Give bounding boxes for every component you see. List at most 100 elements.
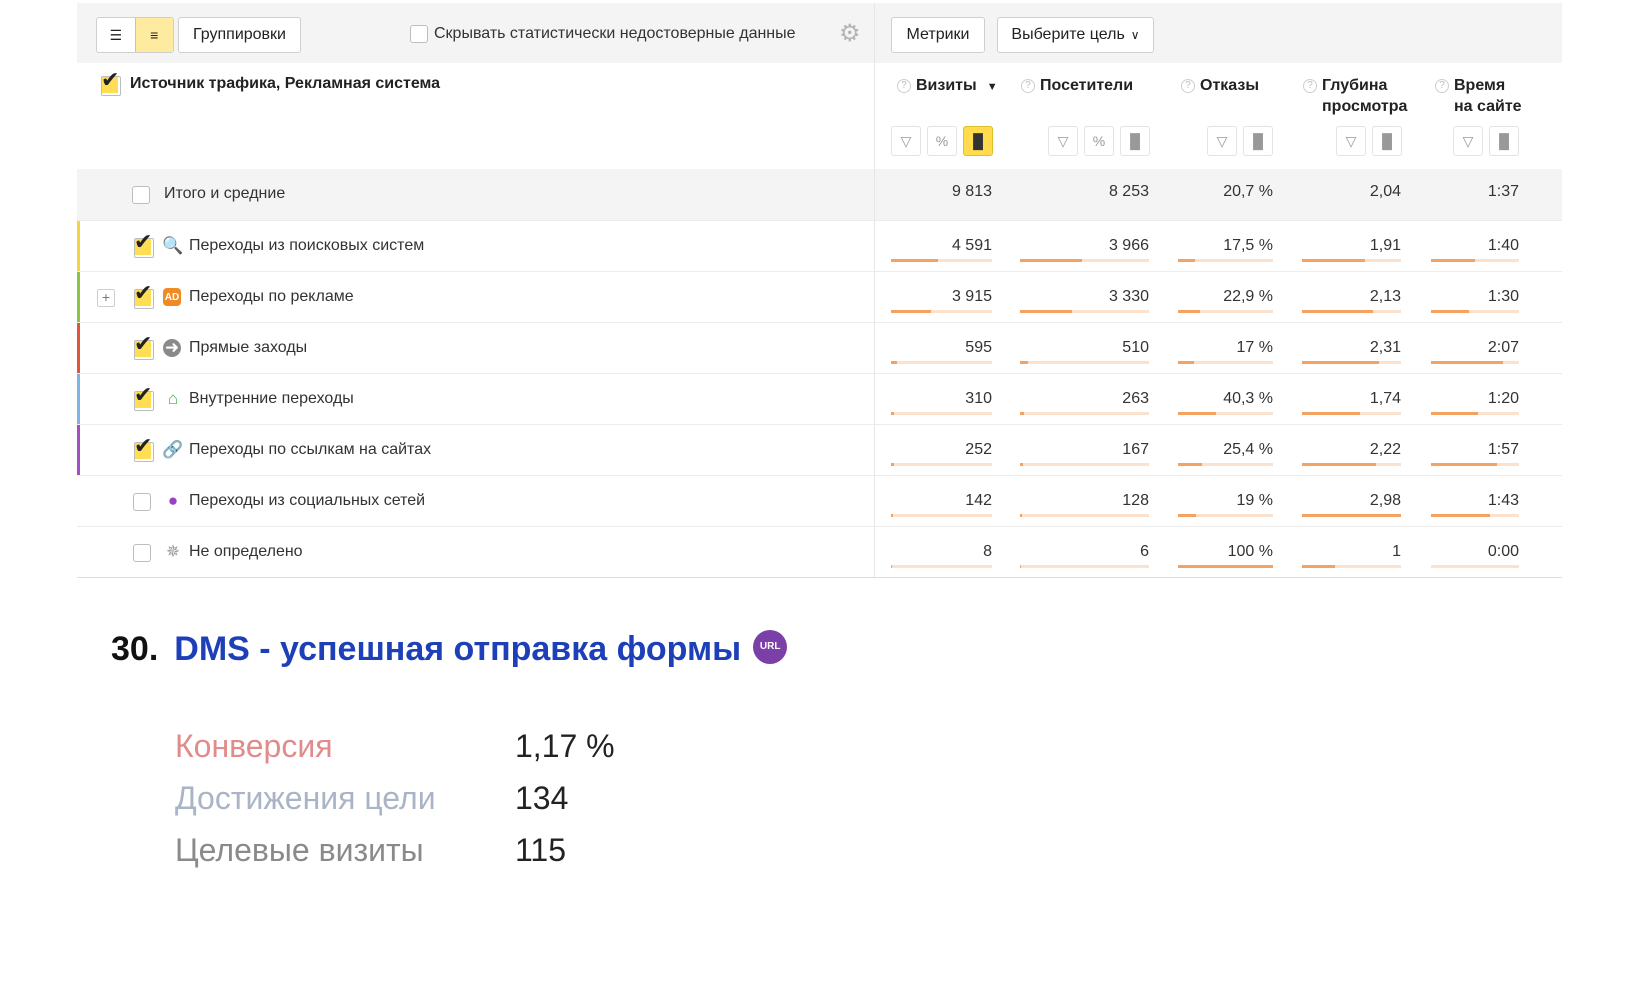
metric-value: 2,22 [1369,441,1401,458]
search-icon: 🔍 [162,236,184,255]
metric-header-label: Глубина просмотра [1322,77,1408,115]
groupings-button[interactable]: Группировки [178,17,301,53]
metric-cell: 1:20 [1431,374,1519,424]
metric-value: 1,91 [1369,237,1401,254]
row-metrics: 142 128 19 % 2,98 1:43 [874,476,1562,526]
total-checkbox[interactable] [132,186,150,204]
value-bar-fill [891,514,893,517]
goal-metric-value: 115 [515,832,567,868]
gear-icon[interactable]: ⚙ [839,20,861,47]
dimension-checkbox[interactable] [99,68,123,96]
list-view-icon[interactable]: ☰ [109,26,123,43]
metric-cell: 1:43 [1431,476,1519,526]
row-label[interactable]: Переходы по рекламе [189,288,354,305]
url-badge-icon: URL [753,629,788,664]
table-row[interactable]: ⌂ Внутренние переходы 310 263 40,3 % 1,74 1:20 [77,373,1562,424]
bar-chart-icon[interactable]: ▐▌ [1372,126,1402,156]
value-bar-fill [1431,514,1490,517]
dimension-title[interactable]: Источник трафика, Рекламная система [99,68,440,96]
goal-metric-label: Целевые визиты [175,832,424,868]
row-label[interactable]: Внутренние переходы [189,390,354,407]
value-bar [1178,361,1273,364]
table-row[interactable]: ● Переходы из социальных сетей 142 128 19 % 2… [77,475,1562,526]
value-bar-fill [891,259,939,262]
bar-chart-icon[interactable]: ▐▌ [1243,126,1273,156]
view-switch: ☰ ≡ [96,17,174,53]
goal-select[interactable]: Выберите цель ∨ [997,17,1154,53]
row-checkbox[interactable] [132,230,156,258]
series-color-stripe [77,272,80,322]
row-checkbox[interactable] [133,493,151,511]
filter-icon[interactable]: ▽ [1048,126,1078,156]
total-row-metrics: 9 813 8 253 20,7 % 2,04 1:37 [874,169,1562,220]
row-checkbox[interactable] [132,281,156,309]
filter-icon[interactable]: ▽ [1336,126,1366,156]
row-label[interactable]: Переходы из социальных сетей [189,492,426,509]
value-bar-fill [1302,463,1376,466]
metric-header-1[interactable]: ? Посетители [1021,75,1133,96]
metric-cell: 9 813 [891,169,992,220]
series-color-stripe [77,323,80,373]
row-checkbox[interactable] [132,383,156,411]
metric-cell: 4 591 [891,221,992,271]
metric-value: 40,3 % [1223,390,1273,407]
filter-icon[interactable]: ▽ [1207,126,1237,156]
metric-cell: 595 [891,323,992,373]
value-bar [1178,259,1273,262]
metric-tools-4: ▽ ▐▌ [1453,126,1519,156]
metric-header-4[interactable]: ? Время на сайте [1435,75,1522,117]
hide-unreliable-checkbox[interactable] [410,25,428,43]
row-label[interactable]: Переходы по ссылкам на сайтах [189,441,432,458]
metric-header-0[interactable]: ? Визиты ▼ [897,75,998,98]
bar-chart-icon[interactable]: ▐▌ [1489,126,1519,156]
help-icon[interactable]: ? [1021,79,1035,93]
percent-icon[interactable]: % [927,126,957,156]
row-checkbox[interactable] [132,332,156,360]
table-row[interactable]: ➜ Прямые заходы 595 510 17 % 2,31 2:07 [77,322,1562,373]
metric-value: 1:57 [1487,441,1519,458]
row-label[interactable]: Прямые заходы [189,339,308,356]
total-label: Итого и средние [164,185,286,202]
total-row: Итого и средние 9 813 8 253 20,7 % 2,04 1:37 [77,169,1562,220]
value-bar-fill [1178,565,1273,568]
filter-icon[interactable]: ▽ [1453,126,1483,156]
help-icon[interactable]: ? [1303,79,1317,93]
metric-cell: 2,22 [1302,425,1401,475]
value-bar-fill [1302,565,1336,568]
goal-name[interactable]: DMS - успешная отправка формы [174,630,742,668]
row-label[interactable]: Не определено [189,543,303,560]
tree-view-icon[interactable]: ≡ [134,18,173,52]
metric-value: 263 [1122,390,1149,407]
percent-icon[interactable]: % [1084,126,1114,156]
goal-metric-label: Достижения цели [175,780,436,816]
metric-value: 0:00 [1487,543,1519,560]
hide-unreliable-toggle[interactable]: Скрывать статистически недостоверные дан… [410,25,796,43]
metric-header-2[interactable]: ? Отказы [1181,75,1259,96]
help-icon[interactable]: ? [897,79,911,93]
row-checkbox[interactable] [133,544,151,562]
bar-chart-icon[interactable]: ▐▌ [1120,126,1150,156]
help-icon[interactable]: ? [1181,79,1195,93]
bar-chart-icon[interactable]: ▐▌ [963,126,993,156]
metric-tools-1: ▽% ▐▌ [1048,126,1150,156]
table-row[interactable]: 🔍 Переходы из поисковых систем 4 591 3 966 1… [77,220,1562,271]
row-checkbox[interactable] [132,434,156,462]
filter-icon[interactable]: ▽ [891,126,921,156]
goal-section: 30. DMS - успешная отправка формы URL Ко… [111,629,788,868]
expand-icon[interactable]: + [97,289,115,307]
table-row[interactable]: + AD Переходы по рекламе 3 915 3 330 22,9 % 2,… [77,271,1562,322]
value-bar [1020,310,1149,313]
metric-cell: 3 330 [1020,272,1149,322]
sort-desc-icon[interactable]: ▼ [986,81,998,93]
row-label[interactable]: Переходы из поисковых систем [189,237,425,254]
help-icon[interactable]: ? [1435,79,1449,93]
metric-header-3[interactable]: ? Глубина просмотра [1303,75,1407,117]
link-icon: 🔗 [162,440,184,459]
table-row[interactable]: 🔗 Переходы по ссылкам на сайтах 252 167 25,4… [77,424,1562,475]
series-color-stripe [77,374,80,424]
metrics-button[interactable]: Метрики [891,17,985,53]
row-dimension: ⌂ Внутренние переходы [77,374,874,424]
home-icon: ⌂ [167,389,179,408]
value-bar [1302,361,1401,364]
table-row[interactable]: ✵ Не определено 8 6 100 % 1 0:00 [77,526,1562,577]
